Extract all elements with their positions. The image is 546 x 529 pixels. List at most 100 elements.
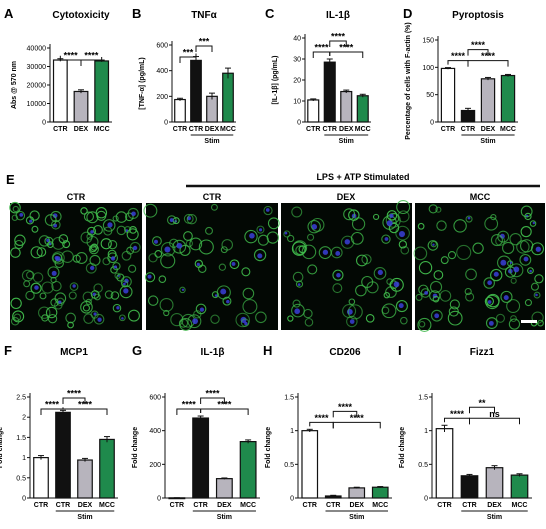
nucleus [322, 249, 329, 255]
bar [73, 90, 89, 123]
micrograph-panel [143, 203, 280, 331]
cell [95, 206, 108, 219]
panel-letter-b: B [132, 6, 141, 21]
significance-label: **** [84, 51, 99, 61]
significance-label: **** [314, 413, 329, 423]
y-tick-label: 2.5 [16, 395, 26, 402]
cell [93, 224, 103, 235]
cell [210, 203, 218, 211]
cell [386, 210, 398, 221]
cell [465, 268, 477, 281]
cell [253, 248, 267, 262]
bar [480, 78, 496, 123]
cell [56, 297, 65, 306]
y-tick-label: 50 [426, 92, 434, 99]
category-label: MCC [500, 126, 516, 133]
bar [33, 457, 49, 499]
chart-f: F MCP1 0 0.5 1 1.5 2 2.5 Fold change CTR CTR DEX MCC… [0, 343, 118, 521]
category-label: CTR [303, 502, 317, 509]
significance-bracket [467, 49, 489, 56]
cell [263, 205, 273, 216]
y-tick-label: 0.5 [284, 462, 294, 469]
category-label: CTR [193, 502, 207, 509]
significance-label: **** [67, 389, 82, 399]
category-label: CTR [53, 126, 67, 133]
nucleus [220, 288, 227, 295]
chart-title: CD206 [329, 347, 361, 358]
significance-bracket [312, 51, 331, 58]
category-label: CTR [170, 502, 184, 509]
cell [36, 247, 47, 257]
cell [88, 244, 99, 255]
bar [323, 61, 336, 123]
micro-title-ctr: CTR [67, 192, 86, 202]
cell [189, 237, 203, 251]
cell [340, 235, 355, 249]
cell [41, 281, 54, 294]
bar [460, 475, 479, 499]
cell [448, 306, 459, 317]
nucleus [257, 253, 263, 259]
cell [386, 278, 394, 286]
cell [490, 233, 503, 247]
significance-bracket [200, 397, 225, 405]
nucleus [97, 317, 102, 322]
bar [174, 98, 186, 123]
significance-bracket [200, 408, 249, 416]
significance-bracket [309, 421, 334, 429]
cell [465, 215, 473, 223]
cell [435, 206, 442, 213]
panel-letter-h: H [263, 343, 272, 358]
nucleus [169, 218, 174, 222]
nucleus [377, 269, 383, 276]
cell [506, 299, 521, 314]
y-tick-label: 1.5 [16, 435, 26, 442]
cell [218, 263, 227, 271]
category-label: MCC [99, 502, 115, 509]
nucleus [90, 265, 95, 271]
cell [93, 313, 105, 325]
nucleus [344, 239, 351, 245]
cell [415, 293, 423, 301]
cell [30, 246, 43, 259]
cell [82, 304, 91, 312]
cell [242, 299, 258, 315]
cell [65, 312, 76, 324]
cell [483, 277, 495, 289]
cell [143, 203, 158, 218]
cell [332, 269, 344, 281]
significance-label: **** [471, 40, 486, 50]
cell [244, 229, 258, 244]
nucleus [384, 237, 389, 241]
cell [179, 286, 186, 294]
bar [239, 441, 257, 499]
cell [172, 239, 187, 254]
category-label: DEX [339, 126, 354, 133]
panel-letter-e: E [6, 172, 15, 187]
cell [292, 299, 301, 308]
cell [86, 211, 99, 224]
bar [192, 417, 210, 499]
cell [100, 238, 112, 250]
cell [486, 293, 500, 308]
cell [530, 282, 539, 291]
y-tick-label: 1.5 [284, 395, 294, 402]
category-label: MCC [94, 126, 110, 133]
category-label: DEX [205, 126, 220, 133]
nucleus [154, 239, 158, 244]
nucleus [424, 290, 429, 295]
nucleus [164, 246, 171, 253]
cell [128, 264, 137, 273]
cell [266, 231, 279, 244]
significance-bracket [332, 421, 381, 429]
nucleus [176, 242, 183, 249]
cell [112, 215, 119, 222]
stim-label: Stim [480, 138, 495, 145]
cell [355, 284, 367, 297]
category-label: CTR [326, 502, 340, 509]
nucleus [34, 285, 39, 290]
y-tick-label: 1 [22, 455, 26, 462]
bar [222, 72, 234, 123]
bar [356, 95, 369, 123]
